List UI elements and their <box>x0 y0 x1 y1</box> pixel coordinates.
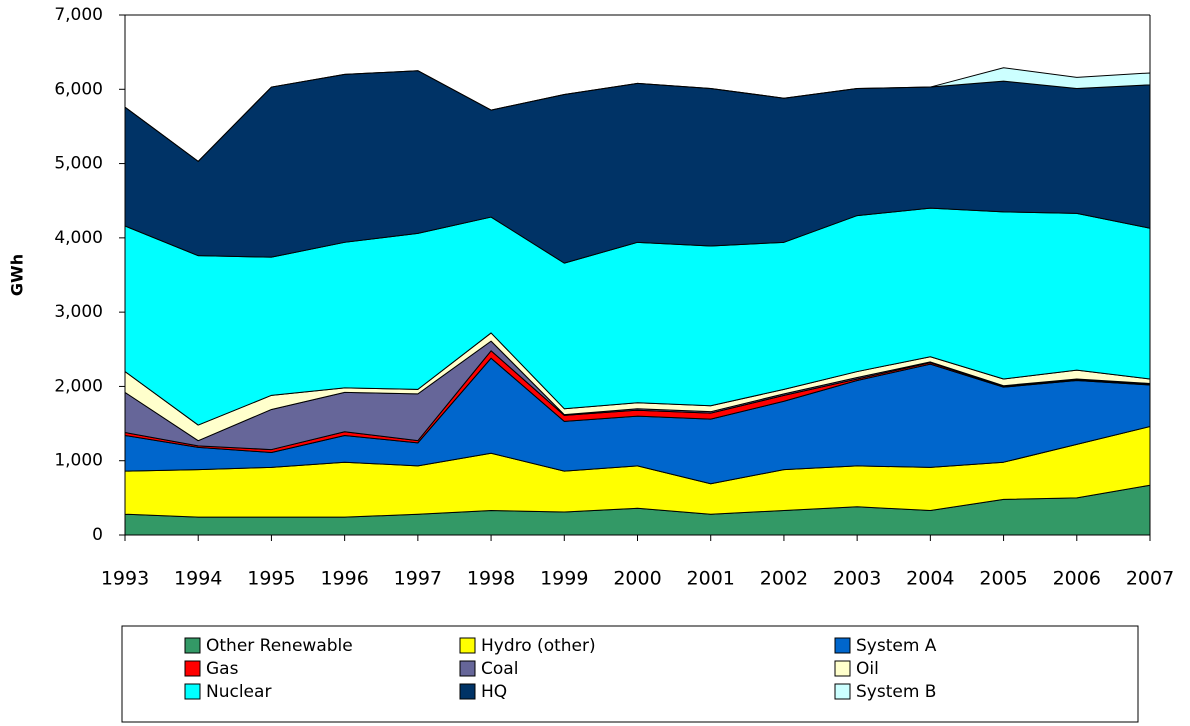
legend-swatch <box>459 637 476 654</box>
x-tick-label: 1994 <box>174 568 222 590</box>
x-tick-label: 2005 <box>979 568 1027 590</box>
y-tick-label: 0 <box>92 525 103 545</box>
x-tick-label: 2004 <box>906 568 954 590</box>
legend-swatch <box>184 683 201 700</box>
legend-label: Nuclear <box>206 682 271 702</box>
legend-label: Gas <box>206 659 239 679</box>
x-tick-label: 2003 <box>833 568 881 590</box>
y-tick-label: 1,000 <box>54 451 103 471</box>
legend-box <box>121 625 1139 723</box>
legend-label: System B <box>856 682 936 702</box>
x-tick-label: 1999 <box>540 568 588 590</box>
legend-swatch <box>459 660 476 677</box>
legend-label: HQ <box>481 682 507 702</box>
x-tick-label: 1997 <box>394 568 442 590</box>
legend-swatch <box>834 683 851 700</box>
x-tick-label: 2000 <box>613 568 661 590</box>
legend-label: Other Renewable <box>206 636 353 656</box>
x-tick-label: 2006 <box>1053 568 1101 590</box>
legend-swatch <box>834 637 851 654</box>
x-tick-label: 2001 <box>687 568 735 590</box>
x-tick-label: 1993 <box>101 568 149 590</box>
legend-label: Coal <box>481 659 518 679</box>
x-tick-label: 1996 <box>320 568 368 590</box>
y-tick-label: 4,000 <box>54 228 103 248</box>
y-tick-label: 3,000 <box>54 302 103 322</box>
y-axis-label: GWh <box>8 254 27 296</box>
legend-swatch <box>184 660 201 677</box>
y-tick-label: 7,000 <box>54 5 103 25</box>
legend-swatch <box>459 683 476 700</box>
y-tick-label: 2,000 <box>54 376 103 396</box>
legend-label: Hydro (other) <box>481 636 596 656</box>
x-tick-label: 1998 <box>467 568 515 590</box>
x-tick-label: 1995 <box>247 568 295 590</box>
y-tick-label: 5,000 <box>54 154 103 174</box>
legend-label: Oil <box>856 659 879 679</box>
legend-label: System A <box>856 636 937 656</box>
legend-swatch <box>184 637 201 654</box>
y-tick-label: 6,000 <box>54 79 103 99</box>
x-tick-label: 2002 <box>760 568 808 590</box>
legend-swatch <box>834 660 851 677</box>
x-tick-label: 2007 <box>1126 568 1174 590</box>
